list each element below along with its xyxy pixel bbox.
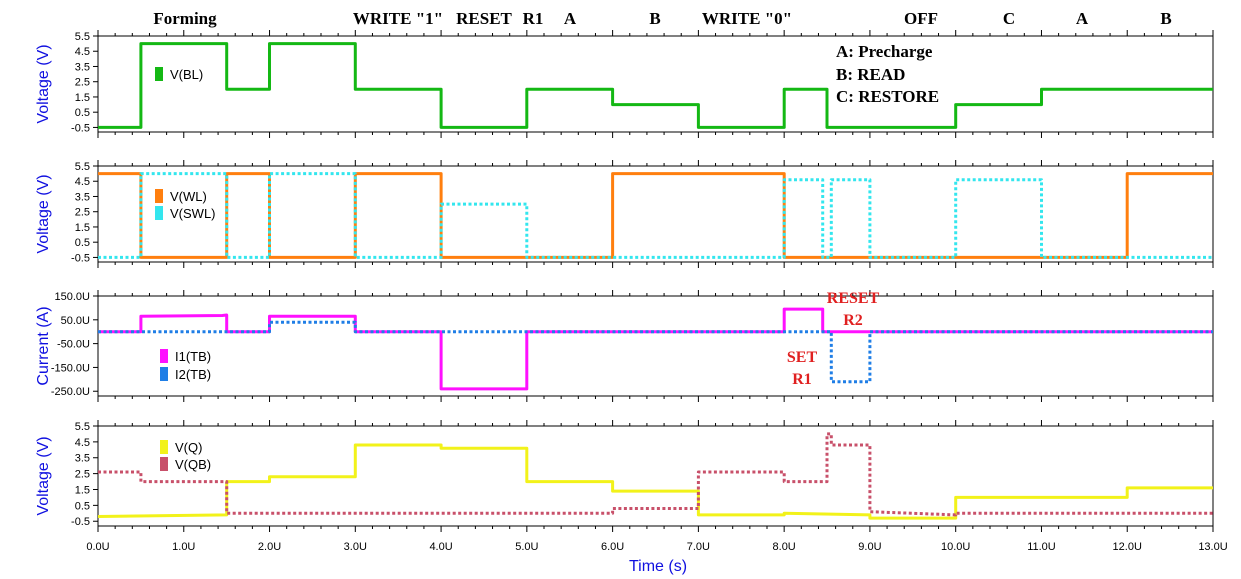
phase-labels: Forming WRITE "1" RESET R1 A B WRITE "0"… (153, 9, 1171, 28)
y-tick-label: 2.5 (75, 77, 90, 89)
x-tick-label: 0.0U (86, 541, 109, 553)
phase-label-reset: RESET (456, 9, 512, 28)
legend-swatch (160, 349, 168, 363)
plot-frame (97, 35, 1214, 133)
note-restore: C: RESTORE (836, 87, 939, 106)
phase-label-a1: A (564, 9, 577, 28)
y-tick-label: 0.5 (75, 500, 90, 512)
x-tick-label: 4.0U (429, 541, 452, 553)
legend-label: V(Q) (175, 440, 202, 455)
legend-notes: A: Precharge B: READ C: RESTORE (836, 42, 939, 106)
x-tick-label: 7.0U (687, 541, 710, 553)
x-tick-label: 12.0U (1113, 541, 1142, 553)
x-axis-label: Time (s) (629, 558, 687, 575)
phase-label-b1: B (649, 9, 660, 28)
y-tick-label: -50.0U (57, 339, 90, 351)
y-tick-label: 5.5 (75, 421, 90, 433)
y-tick-label: 50.0U (61, 315, 90, 327)
y-tick-label: -0.5 (71, 122, 90, 134)
y-tick-label: 4.5 (75, 46, 90, 58)
legend-label: I2(TB) (175, 367, 211, 382)
x-tick-label: 5.0U (515, 541, 538, 553)
y-tick-label: 5.5 (75, 161, 90, 173)
x-tick-label: 6.0U (601, 541, 624, 553)
y-tick-label: 3.5 (75, 191, 90, 203)
panel-storage-nodes: 5.5 4.5 3.5 2.5 1.5 0.5 -0.5 0.0U 1.0U 2.0U 3.0U 4.… (35, 420, 1228, 553)
y-tick-label: -150.0U (51, 362, 90, 374)
y-tick-label: 1.5 (75, 484, 90, 496)
annotation-r2: R2 (843, 312, 863, 329)
series-line-vswl (98, 172, 1213, 259)
x-tick-label: 9.0U (858, 541, 881, 553)
y-tick-label: 3.5 (75, 61, 90, 73)
panel-bitline: 5.5 4.5 3.5 2.5 1.5 0.5 -0.5 Voltage (V) V(BL) (35, 30, 1214, 138)
y-tick-label: 3.5 (75, 453, 90, 465)
x-tick-label: 13.0U (1198, 541, 1227, 553)
phase-label-write1: WRITE "1" (353, 9, 443, 28)
plot-frame (97, 295, 1214, 397)
annotation-r1: R1 (792, 371, 812, 388)
legend-swatch (155, 189, 163, 203)
phase-label-r1: R1 (523, 9, 544, 28)
y-tick-label: 4.5 (75, 176, 90, 188)
legend-label: V(SWL) (170, 206, 216, 221)
phase-label-forming: Forming (153, 9, 217, 28)
y-tick-label: 5.5 (75, 31, 90, 43)
annotation-reset: RESET (827, 290, 880, 307)
legend-label: V(WL) (170, 189, 207, 204)
x-tick-label: 2.0U (258, 541, 281, 553)
panel-wordlines: 5.5 4.5 3.5 2.5 1.5 0.5 -0.5 Voltage (V) V(WL) V(… (35, 160, 1214, 268)
legend-label: I1(TB) (175, 349, 211, 364)
series-line-vwl (98, 172, 1213, 259)
phase-label-b2: B (1160, 9, 1171, 28)
y-axis-label: Voltage (V) (35, 174, 52, 253)
y-tick-label: 0.5 (75, 107, 90, 119)
series-line-vq (97, 443, 1213, 520)
y-axis-label: Voltage (V) (35, 44, 52, 123)
note-precharge: A: Precharge (836, 42, 933, 61)
plot-frame (97, 165, 1214, 263)
phase-label-c: C (1003, 9, 1015, 28)
phase-label-off: OFF (904, 9, 938, 28)
series-line-i2tb (98, 320, 1213, 384)
plot-frame (97, 425, 1214, 527)
y-axis-label: Current (A) (35, 306, 52, 385)
y-tick-label: -0.5 (71, 516, 90, 528)
series-line-vbl (98, 42, 1213, 129)
series-line-vqb (98, 432, 1213, 517)
x-tick-label: 3.0U (344, 541, 367, 553)
y-tick-label: 1.5 (75, 92, 90, 104)
phase-label-a2: A (1076, 9, 1089, 28)
legend-swatch (155, 206, 163, 220)
x-tick-label: 11.0U (1027, 541, 1056, 553)
x-tick-label: 1.0U (172, 541, 195, 553)
x-tick-label: 10.0U (941, 541, 970, 553)
series-line-i1tb (98, 307, 1213, 391)
y-tick-label: 0.5 (75, 237, 90, 249)
legend-swatch (155, 67, 163, 81)
legend-label: V(BL) (170, 67, 203, 82)
y-tick-label: -250.0U (51, 386, 90, 398)
annotation-set: SET (787, 349, 818, 366)
legend-swatch (160, 440, 168, 454)
x-tick-label: 8.0U (773, 541, 796, 553)
y-tick-label: 2.5 (75, 469, 90, 481)
y-axis-label: Voltage (V) (35, 436, 52, 515)
y-tick-label: -0.5 (71, 252, 90, 264)
legend-swatch (160, 457, 168, 471)
y-tick-label: 4.5 (75, 437, 90, 449)
phase-label-write0: WRITE "0" (702, 9, 792, 28)
note-read: B: READ (836, 65, 905, 84)
y-tick-label: 150.0U (55, 291, 91, 303)
legend-swatch (160, 367, 168, 381)
y-tick-label: 1.5 (75, 222, 90, 234)
y-tick-label: 2.5 (75, 207, 90, 219)
current-annotations: RESET R2 SET R1 (787, 290, 880, 388)
legend-label: V(QB) (175, 457, 211, 472)
